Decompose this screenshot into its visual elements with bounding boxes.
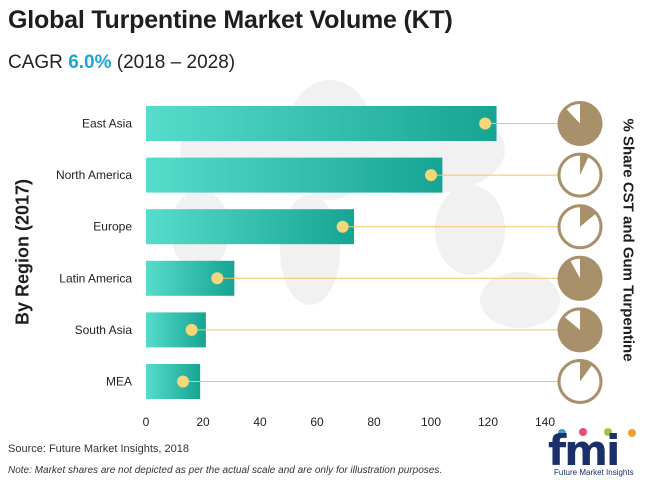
category-label: Europe: [93, 220, 132, 234]
share-pie-slice: [559, 257, 602, 300]
x-tick-label: 140: [535, 415, 555, 429]
category-label: North America: [56, 168, 132, 182]
x-tick-label: 80: [367, 415, 381, 429]
x-tick-label: 100: [421, 415, 441, 429]
category-label: Latin America: [59, 271, 132, 285]
bar: [146, 209, 355, 245]
cagr-line: CAGR 6.0% (2018 – 2028): [8, 52, 235, 74]
category-label: MEA: [106, 375, 132, 389]
x-tick-label: 120: [478, 415, 498, 429]
logo-dots-icon: [558, 428, 636, 437]
share-pie-slice: [580, 154, 589, 176]
bar: [146, 157, 443, 193]
logo-text: fmi: [548, 426, 620, 475]
x-tick-label: 40: [253, 415, 267, 429]
x-tick-label: 60: [310, 415, 324, 429]
category-label: East Asia: [82, 117, 132, 131]
logo-subtitle: Future Market Insights: [554, 468, 634, 477]
share-pie-slice: [559, 308, 601, 351]
share-pie-slice: [559, 102, 601, 145]
value-marker: [177, 375, 190, 388]
value-marker: [185, 323, 198, 336]
x-tick-label: 20: [196, 415, 210, 429]
value-marker: [336, 220, 349, 233]
share-pie-slice: [580, 205, 597, 227]
chart-title: Global Turpentine Market Volume (KT): [8, 6, 453, 34]
value-marker: [425, 169, 437, 182]
category-label: South Asia: [75, 323, 133, 337]
value-marker: [211, 272, 224, 285]
cagr-period: (2018 – 2028): [116, 52, 236, 73]
x-tick-label: 0: [143, 415, 150, 429]
source-note: Source: Future Market Insights, 2018: [8, 443, 189, 455]
share-pie-slice: [580, 360, 593, 382]
fmi-logo: fmi Future Market Insights: [548, 424, 644, 480]
disclaimer-note: Note: Market shares are not depicted as …: [8, 465, 443, 476]
cagr-value: 6.0%: [68, 52, 112, 73]
value-marker: [479, 117, 492, 130]
cagr-label: CAGR: [8, 52, 63, 73]
bar: [146, 106, 497, 141]
